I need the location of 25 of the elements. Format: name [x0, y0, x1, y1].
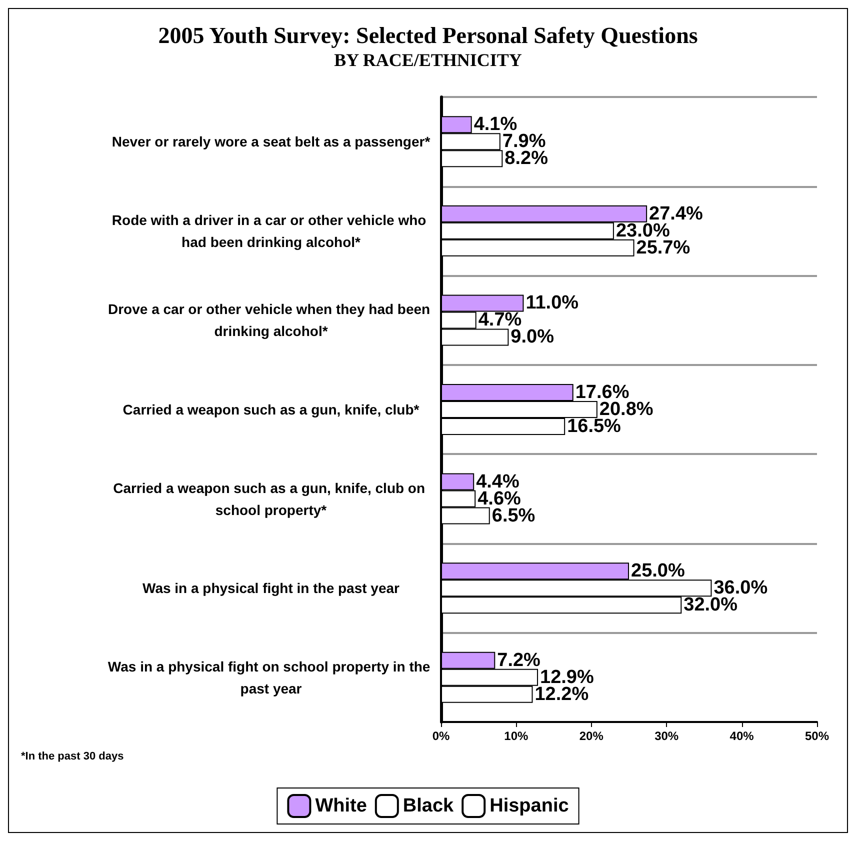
legend-label: Hispanic — [490, 796, 570, 816]
data-label: 9.0% — [510, 326, 554, 348]
y-tick-label: Rode with a driver in a car or other vehicle who had been drinking alcohol* — [112, 212, 430, 250]
data-label: 8.2% — [504, 148, 548, 170]
y-tick-label: Carried a weapon such as a gun, knife, club on school property* — [113, 480, 429, 518]
data-label: 11.0% — [526, 292, 579, 314]
y-tick-label: Was in a physical fight in the past year — [142, 580, 400, 596]
y-tick-label: Drove a car or other vehicle when they had been drinking alcohol* — [108, 301, 434, 340]
x-tick-label: 0% — [432, 729, 450, 743]
text: *In the past 30 days — [21, 750, 124, 762]
y-tick-label: Was in a physical fight on school property in the past year — [108, 658, 434, 696]
x-tick-label: 20% — [579, 729, 604, 743]
data-label: 32.0% — [684, 594, 738, 616]
x-tick-label: 50% — [804, 729, 830, 743]
x-tick-label: 40% — [730, 729, 754, 743]
y-tick-label: Never or rarely wore a seat belt as a passenger* — [112, 134, 431, 150]
legend-label: Black — [402, 796, 454, 816]
data-label: 25.0% — [631, 560, 685, 582]
y-tick-label: Carried a weapon such as a gun, knife, club* — [122, 402, 420, 418]
chart-title: 2005 Youth Survey: Selected Personal Safety Questions — [158, 23, 698, 48]
data-label: 7.2% — [497, 650, 541, 671]
x-tick-label: 30% — [654, 729, 679, 743]
x-tick-label: 10% — [504, 729, 529, 743]
chart-subtitle: BY RACE/ETHNICITY — [334, 50, 522, 70]
legend-label: White — [315, 796, 367, 816]
